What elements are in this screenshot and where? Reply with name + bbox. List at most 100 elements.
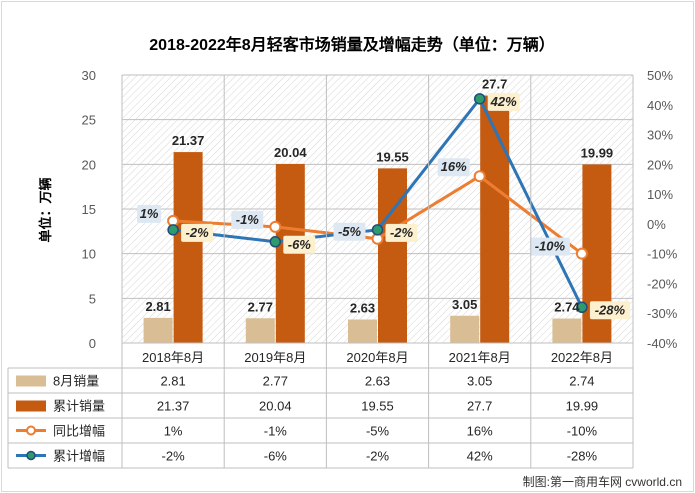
table-cell: -1% xyxy=(264,424,288,439)
legend-label: 8月销量 xyxy=(53,374,99,389)
line-value-label: 42% xyxy=(490,94,517,109)
bar-value-label: 2.74 xyxy=(554,300,580,315)
table-cell: 20.04 xyxy=(259,399,292,414)
table-cell: 2.74 xyxy=(569,374,594,389)
line-value-label: 16% xyxy=(441,159,467,174)
bar-monthly xyxy=(143,317,173,343)
x-tick-label: 2019年8月 xyxy=(244,350,306,365)
y2-tick-label: 50% xyxy=(647,68,673,83)
x-tick-label: 2020年8月 xyxy=(346,350,408,365)
point-cumulative-growth xyxy=(167,224,179,236)
table-cell: 19.55 xyxy=(361,399,394,414)
bar-value-label: 2.81 xyxy=(145,299,170,314)
bar-value-label: 3.05 xyxy=(452,297,477,312)
table-cell: -2% xyxy=(366,449,390,464)
y2-tick-label: 10% xyxy=(647,187,673,202)
bar-monthly xyxy=(450,315,480,343)
table-cell: 19.99 xyxy=(566,399,599,414)
data-label-box xyxy=(181,223,214,242)
y-tick-label: 10 xyxy=(82,247,96,262)
legend-marker xyxy=(26,450,36,461)
source-credit: 制图:第一商用车网 cvworld.cn xyxy=(523,474,682,489)
table-cell: 1% xyxy=(164,424,183,439)
point-yoy-growth xyxy=(269,220,282,233)
y-tick-label: 20 xyxy=(82,157,96,172)
table-cell: 21.37 xyxy=(157,399,190,414)
y2-tick-label: 40% xyxy=(647,98,673,113)
point-cumulative-growth xyxy=(576,301,588,314)
legend-label: 同比增幅 xyxy=(53,424,105,439)
data-label-box xyxy=(385,223,418,242)
table-cell: 2.63 xyxy=(365,374,390,389)
x-tick-label: 2022年8月 xyxy=(551,350,613,365)
data-label-box xyxy=(437,158,470,177)
y-tick-label: 15 xyxy=(82,202,96,217)
line-value-label: -5% xyxy=(338,224,362,239)
bar-value-label: 2.77 xyxy=(248,299,273,314)
legend-label: 累计增幅 xyxy=(53,449,105,464)
legend-swatch xyxy=(16,400,46,412)
legend-marker xyxy=(26,425,36,436)
bar-value-label: 20.04 xyxy=(274,145,307,160)
data-label-box xyxy=(137,204,162,223)
bar-monthly xyxy=(552,318,582,343)
data-label-box xyxy=(529,237,570,256)
bar-value-label: 19.55 xyxy=(376,149,409,164)
point-yoy-growth xyxy=(473,170,486,183)
legend-label: 累计销量 xyxy=(53,399,105,414)
y-tick-label: 30 xyxy=(82,68,96,83)
point-cumulative-growth xyxy=(371,224,384,236)
point-cumulative-growth xyxy=(473,93,486,105)
bar-value-label: 27.7 xyxy=(482,77,507,92)
y2-tick-label: -40% xyxy=(647,336,678,351)
y-tick-label: 0 xyxy=(89,336,96,351)
table-cell: 27.7 xyxy=(467,399,492,414)
data-label-box xyxy=(589,301,630,320)
point-yoy-growth xyxy=(575,247,588,260)
line-value-label: -2% xyxy=(390,225,414,240)
bar-monthly xyxy=(348,319,377,343)
data-label-box xyxy=(487,92,520,111)
line-value-label: 1% xyxy=(140,206,159,221)
bar-cumulative xyxy=(378,168,407,343)
point-cumulative-growth xyxy=(269,236,282,248)
bar-monthly xyxy=(245,318,275,343)
y-tick-label: 5 xyxy=(89,291,96,306)
y2-tick-label: -30% xyxy=(647,306,678,321)
data-label-box xyxy=(231,210,264,229)
bar-value-label: 21.37 xyxy=(172,133,205,148)
y2-tick-label: -10% xyxy=(647,247,678,262)
x-tick-label: 2018年8月 xyxy=(142,350,204,365)
y2-tick-label: 0% xyxy=(647,217,666,232)
y2-tick-label: 30% xyxy=(647,128,673,143)
table-cell: 3.05 xyxy=(467,374,492,389)
table-cell: -28% xyxy=(567,449,598,464)
data-label-box xyxy=(333,222,366,241)
line-value-label: -10% xyxy=(535,239,566,254)
table-cell: -5% xyxy=(366,424,390,439)
data-label-box xyxy=(283,235,316,254)
table-cell: -6% xyxy=(264,449,288,464)
table-cell: 16% xyxy=(467,424,493,439)
y-axis-label: 单位：万辆 xyxy=(38,177,53,242)
table-cell: 2.77 xyxy=(263,374,288,389)
bar-cumulative xyxy=(480,95,510,344)
legend-swatch xyxy=(16,375,46,387)
y2-tick-label: -20% xyxy=(647,276,678,291)
table-cell: 2.81 xyxy=(160,374,185,389)
bar-cumulative xyxy=(173,152,203,343)
table-cell: 42% xyxy=(467,449,493,464)
y2-tick-label: 20% xyxy=(647,157,673,172)
line-value-label: -1% xyxy=(236,212,260,227)
line-value-label: -2% xyxy=(186,225,210,240)
chart-title: 2018-2022年8月轻客市场销量及增幅走势（单位：万辆） xyxy=(149,35,554,54)
table-cell: -10% xyxy=(567,424,598,439)
line-value-label: -6% xyxy=(288,237,312,252)
y-tick-label: 25 xyxy=(82,113,96,128)
table-cell: -2% xyxy=(162,449,186,464)
line-value-label: -28% xyxy=(595,302,626,317)
bar-value-label: 2.63 xyxy=(350,301,375,316)
bar-value-label: 19.99 xyxy=(581,145,614,160)
